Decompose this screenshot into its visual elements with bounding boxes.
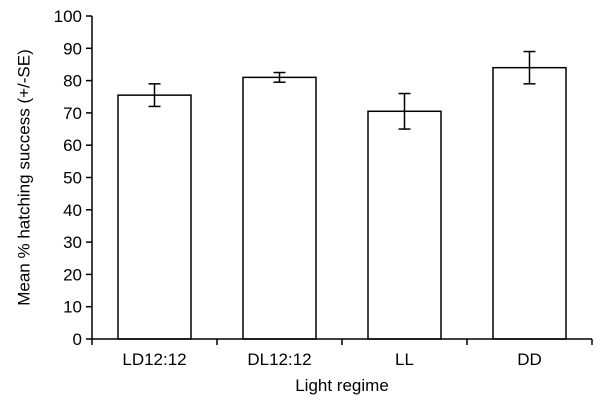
bar-ll (367, 110, 442, 340)
error-bar (273, 71, 286, 83)
y-tick-label: 10 (63, 298, 82, 317)
y-tick-label: 40 (63, 201, 82, 220)
y-tick-label: 60 (63, 136, 82, 155)
error-bar (523, 50, 536, 85)
error-bar (148, 83, 161, 108)
x-tick-label: LL (395, 350, 414, 369)
y-tick-label: 100 (54, 7, 82, 26)
y-axis-title: Mean % hatching success (+/-SE) (14, 49, 33, 306)
x-ticks-layer: LD12:12 DL12:12 LL DD (91, 339, 593, 369)
bar-dl12-12 (242, 76, 317, 340)
bars-layer (117, 66, 567, 340)
y-ticks-layer: 0 10 20 30 40 50 60 70 80 90 100 (54, 7, 92, 349)
y-tick-label: 80 (63, 72, 82, 91)
error-bar (398, 92, 411, 130)
y-tick-label: 70 (63, 104, 82, 123)
y-tick-label: 50 (63, 169, 82, 188)
y-tick-label: 20 (63, 265, 82, 284)
x-tick-label: DD (517, 350, 542, 369)
y-tick-label: 30 (63, 233, 82, 252)
x-axis-title: Light regime (295, 376, 389, 395)
y-tick-label: 0 (73, 330, 82, 349)
x-tick-label: LD12:12 (122, 350, 186, 369)
error-bars-layer (148, 50, 536, 130)
x-tick-label: DL12:12 (247, 350, 311, 369)
y-tick-label: 90 (63, 39, 82, 58)
bar-ld12-12 (117, 94, 192, 340)
bar-dd (492, 66, 567, 340)
